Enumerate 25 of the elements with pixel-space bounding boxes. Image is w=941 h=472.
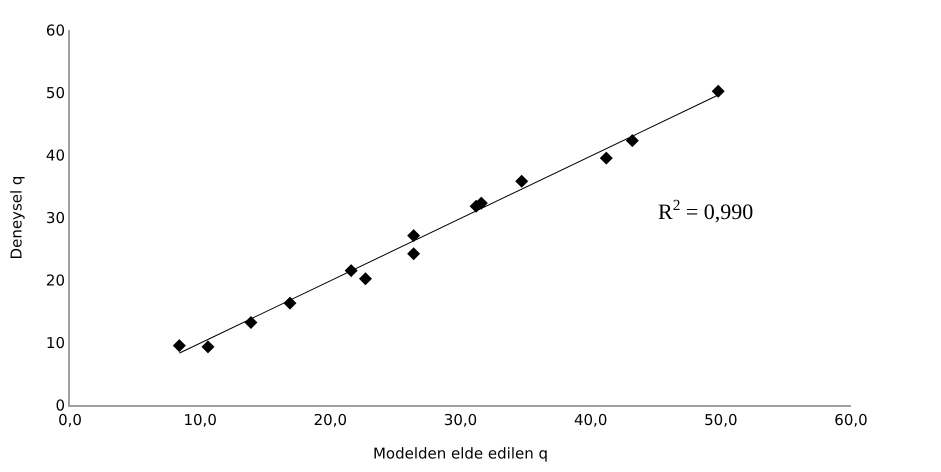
annotation: R$^{2}$ = 0,990 [658,197,754,224]
y-tick-label: 60 [46,21,65,40]
y-tick-label: 30 [46,208,65,227]
point [244,316,258,329]
x-tick-label: 60,0 [834,411,868,429]
point [600,152,613,165]
point [712,84,725,98]
x-tick-label: 50,0 [704,411,738,429]
point [407,247,420,260]
y-tick-label: 40 [46,146,65,164]
y-tick-label: 10 [46,334,65,352]
y-axis-title: Deneysel q [8,176,26,260]
x-tick-label: 40,0 [574,411,608,429]
point [172,339,186,352]
y-tick-label: 50 [46,84,65,102]
point [515,174,528,188]
point [201,340,214,354]
y-tick-label: 20 [46,271,65,290]
point [358,272,372,286]
point [626,134,639,148]
x-tick-label: 30,0 [444,411,478,429]
x-axis-title: Modelden elde edilen q [372,444,548,462]
x-tick-label: 20,0 [314,411,348,429]
point [407,229,420,242]
x-tick-label: 10,0 [183,411,217,429]
